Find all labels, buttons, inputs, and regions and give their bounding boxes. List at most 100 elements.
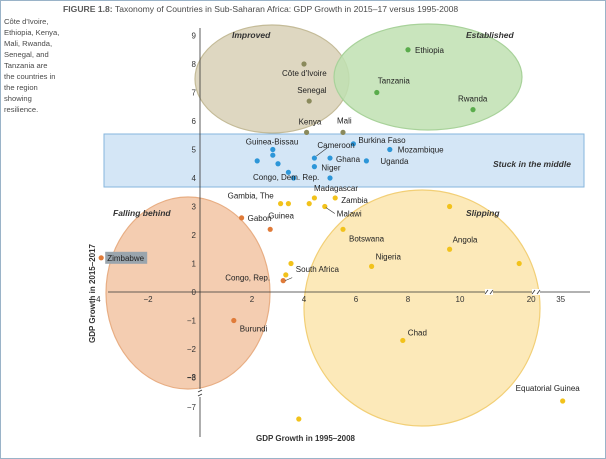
- point-label: Nigeria: [376, 252, 402, 261]
- y-tick-label: 0: [192, 288, 197, 297]
- y-tick-label: −1: [187, 317, 197, 326]
- data-point-slipping: [369, 263, 375, 269]
- point-label: Gabon: [248, 214, 272, 223]
- point-label: South Africa: [296, 265, 340, 274]
- point-label: Cameroon: [317, 141, 354, 150]
- data-point-stuck: [254, 158, 260, 164]
- point-label: Ghana: [336, 155, 361, 164]
- data-point-falling: [280, 278, 286, 284]
- point-label: Zimbabwe: [107, 254, 144, 263]
- point-label: Rwanda: [458, 95, 488, 104]
- data-point-stuck: [311, 155, 317, 161]
- y-tick-label: 5: [192, 146, 197, 155]
- zimbabwe-highlight: [105, 251, 148, 264]
- figure-title: FIGURE 1.8: Taxonomy of Countries in Sub…: [63, 4, 458, 14]
- x-axis-title: GDP Growth in 1995–2008: [256, 434, 356, 443]
- data-point-stuck: [327, 155, 333, 161]
- data-point-slipping: [340, 226, 346, 232]
- y-tick-label: 3: [192, 203, 197, 212]
- y-tick-label: 1: [192, 260, 197, 269]
- axes: [108, 28, 590, 437]
- y-tick-label: 2: [192, 231, 197, 240]
- data-point-slipping: [447, 246, 453, 252]
- data-point-falling: [98, 255, 104, 261]
- leader-line: [325, 207, 335, 214]
- point-label: Gambia, The: [228, 192, 275, 201]
- leader-line: [316, 146, 329, 157]
- data-point-improved: [301, 61, 307, 67]
- y-tick-label: −8: [187, 373, 197, 382]
- y-tick-label: 8: [192, 60, 197, 69]
- data-point-slipping: [288, 260, 294, 267]
- data-point-stuck: [270, 146, 276, 153]
- y-tick-label: −7: [187, 403, 197, 412]
- data-point-stuck: [387, 146, 393, 153]
- data-point-stuck: [363, 158, 369, 164]
- data-point-stuck: [291, 175, 297, 181]
- x-axis-break-2: [531, 289, 541, 295]
- data-point-stuck: [270, 152, 276, 158]
- x-axis-break-1: [484, 289, 494, 295]
- data-point-slipping: [306, 201, 312, 207]
- point-label: Chad: [408, 328, 427, 337]
- point-label: Angola: [453, 235, 478, 244]
- slipping-region: [303, 189, 541, 427]
- stuck-region: [103, 133, 585, 188]
- x-tick-label: 8: [406, 295, 411, 304]
- y-tick-label: 4: [192, 174, 197, 183]
- point-label: Burkina Faso: [358, 136, 406, 145]
- point-label: Tanzania: [378, 77, 411, 86]
- data-point-improved: [340, 129, 346, 135]
- y-axis-break: [197, 389, 203, 397]
- point-label: Mali: [337, 116, 352, 125]
- quadrant-label-improved: Improved: [232, 30, 271, 40]
- point-label: Ethiopia: [415, 46, 444, 55]
- x-tick-label: 4: [302, 295, 307, 304]
- point-labels: Côte d'Ivoire Senegal Kenya Mali Ethiopia Tan…: [105, 46, 580, 393]
- data-point-falling: [231, 317, 237, 324]
- data-point-slipping: [296, 416, 302, 422]
- data-point-slipping: [278, 201, 284, 207]
- improved-region: [194, 24, 350, 134]
- data-point-established: [374, 89, 380, 96]
- data-point-stuck: [285, 169, 291, 175]
- data-point-stuck: [327, 175, 333, 181]
- figure-title-text: Taxonomy of Countries in Sub-Saharan Afr…: [114, 4, 459, 14]
- data-point-slipping: [283, 272, 289, 278]
- data-point-improved: [306, 98, 312, 104]
- y-tick-label: −3: [187, 374, 197, 383]
- leader-line: [285, 277, 293, 281]
- point-label: Botswana: [349, 234, 385, 243]
- data-point-slipping: [332, 195, 338, 201]
- group-regions: [103, 23, 585, 427]
- point-label: Zambia: [341, 196, 368, 205]
- quadrant-label-stuck: Stuck in the middle: [493, 159, 571, 169]
- point-label: Guinea: [268, 211, 294, 220]
- quadrant-label-established: Established: [466, 30, 515, 40]
- data-point-slipping: [285, 201, 291, 207]
- data-point-established: [470, 107, 476, 113]
- y-tick-label: 7: [192, 89, 197, 98]
- data-point-falling: [239, 215, 245, 221]
- point-label: Uganda: [380, 157, 409, 166]
- quadrant-label-falling: Falling behind: [113, 208, 171, 218]
- data-point-established: [405, 47, 411, 53]
- data-point-improved: [304, 129, 310, 135]
- point-label: Madagascar: [314, 184, 358, 193]
- point-label: Guinea-Bissau: [246, 138, 298, 147]
- x-tick-label: −4: [91, 295, 101, 304]
- x-tick-label: 35: [556, 295, 565, 304]
- data-point-slipping: [516, 260, 522, 267]
- point-label: Congo, Rep.: [225, 274, 270, 283]
- y-tick-label: −2: [187, 345, 197, 354]
- data-point-falling: [267, 226, 273, 232]
- y-tick-label: 6: [192, 117, 197, 126]
- data-point-stuck: [311, 164, 317, 170]
- data-point-stuck: [350, 141, 356, 147]
- side-note: Côte d'Ivoire, Ethiopia, Kenya, Mali, Rw…: [4, 17, 60, 114]
- point-label: Niger: [321, 164, 340, 173]
- data-point-slipping: [560, 398, 566, 404]
- figure-label: FIGURE 1.8:: [63, 4, 113, 14]
- point-label: Mozambique: [398, 146, 444, 155]
